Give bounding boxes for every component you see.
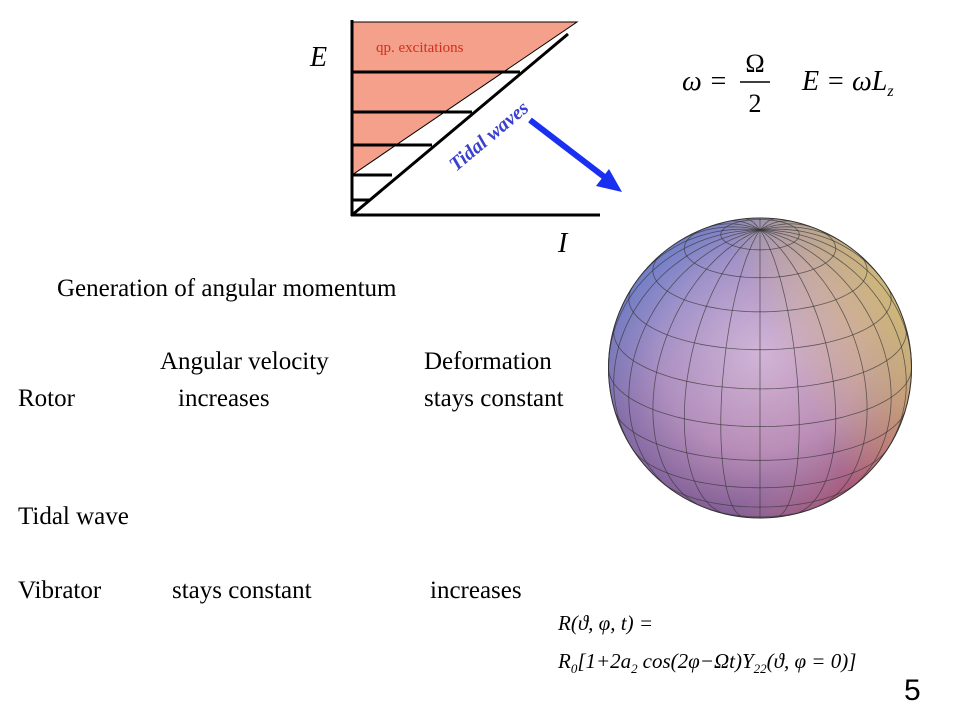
x-axis-label: I <box>557 228 569 259</box>
radius-formula-1: R(ϑ, φ, t) = <box>557 611 653 635</box>
cell: increases <box>430 577 522 604</box>
grid-line <box>628 229 761 491</box>
deformed-nucleus <box>608 217 912 519</box>
omega-lhs: ω = <box>682 66 728 97</box>
arrow-shaft <box>528 117 609 182</box>
row-label: Rotor <box>18 385 76 412</box>
energy-sub: z <box>886 83 894 100</box>
grid-line <box>720 229 761 518</box>
grid-line <box>636 228 761 281</box>
cell: increases <box>178 385 270 412</box>
grid-line <box>759 223 814 231</box>
formula-part: [1+2a <box>577 649 631 673</box>
grid-line <box>759 229 892 491</box>
row-label: Tidal wave <box>18 503 129 530</box>
grid-line <box>759 229 868 507</box>
grid-line <box>613 229 761 451</box>
levels <box>352 70 520 202</box>
grid-line <box>759 229 912 369</box>
cell: stays constant <box>172 577 312 604</box>
column-header: Deformation <box>424 348 552 375</box>
formula-part: (ϑ, φ = 0)] <box>767 649 857 673</box>
energy-formula: E = ωLz <box>801 66 894 100</box>
region-label: qp. excitations <box>376 40 464 56</box>
formula-part: 0 <box>571 661 578 676</box>
heading: Generation of angular momentum <box>57 275 397 302</box>
grid-line <box>706 223 761 231</box>
arrow-head <box>596 169 622 192</box>
formula-part: R <box>557 649 571 673</box>
grid-line <box>759 226 843 243</box>
grid-line <box>759 229 837 515</box>
tidal-line <box>351 32 569 217</box>
grid-line <box>677 226 761 243</box>
grid-line <box>759 220 791 231</box>
grid-line <box>652 229 761 507</box>
grid-line <box>759 229 907 451</box>
outline <box>608 217 912 519</box>
omega-numerator: Ω <box>745 49 764 78</box>
cell: stays constant <box>424 385 564 412</box>
formula-part: 22 <box>754 661 768 676</box>
grid-line <box>759 228 884 281</box>
page-number: 5 <box>904 674 921 707</box>
grid-line <box>608 229 761 369</box>
grid-line <box>745 218 761 231</box>
omega-denominator: 2 <box>749 89 762 118</box>
grid-line <box>729 220 761 231</box>
grid-line <box>683 229 761 515</box>
energy-main: E = ωL <box>801 66 887 97</box>
grid-line <box>759 218 775 231</box>
y-axis-label: E <box>309 42 327 73</box>
column-header: Angular velocity <box>160 348 329 375</box>
radius-formula-2: R0[1+2a2 cos(2φ−Ωt)Y22(ϑ, φ = 0)] <box>557 649 856 676</box>
grid-line <box>759 229 800 518</box>
row-label: Vibrator <box>18 577 102 604</box>
line-label: Tidal waves <box>445 97 533 176</box>
formula-part: 2 <box>631 661 638 676</box>
formula-part: cos(2φ−Ωt)Y <box>643 649 756 673</box>
